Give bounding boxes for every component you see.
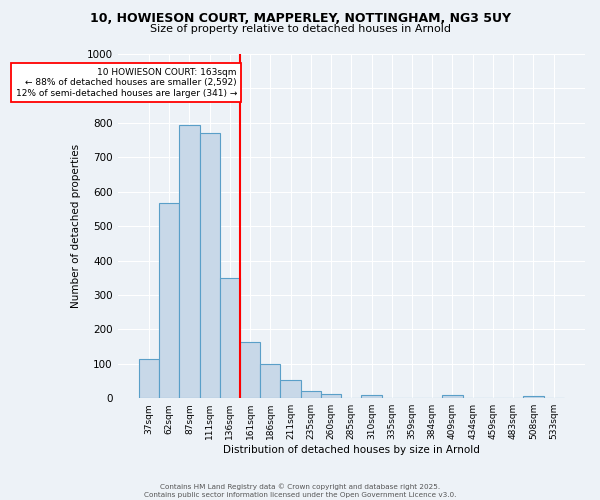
Text: Contains HM Land Registry data © Crown copyright and database right 2025.
Contai: Contains HM Land Registry data © Crown c… bbox=[144, 484, 456, 498]
Bar bbox=[260, 364, 280, 398]
Bar bbox=[240, 342, 260, 398]
Bar bbox=[159, 202, 179, 398]
Text: 10, HOWIESON COURT, MAPPERLEY, NOTTINGHAM, NG3 5UY: 10, HOWIESON COURT, MAPPERLEY, NOTTINGHA… bbox=[89, 12, 511, 26]
Bar bbox=[523, 396, 544, 398]
Bar bbox=[361, 395, 382, 398]
Bar bbox=[280, 380, 301, 398]
Y-axis label: Number of detached properties: Number of detached properties bbox=[71, 144, 81, 308]
Bar bbox=[179, 126, 200, 398]
Bar bbox=[301, 392, 321, 398]
X-axis label: Distribution of detached houses by size in Arnold: Distribution of detached houses by size … bbox=[223, 445, 480, 455]
Text: Size of property relative to detached houses in Arnold: Size of property relative to detached ho… bbox=[149, 24, 451, 34]
Bar bbox=[139, 358, 159, 398]
Bar bbox=[442, 395, 463, 398]
Bar bbox=[200, 133, 220, 398]
Bar bbox=[220, 278, 240, 398]
Bar bbox=[321, 394, 341, 398]
Text: 10 HOWIESON COURT: 163sqm
← 88% of detached houses are smaller (2,592)
12% of se: 10 HOWIESON COURT: 163sqm ← 88% of detac… bbox=[16, 68, 237, 98]
